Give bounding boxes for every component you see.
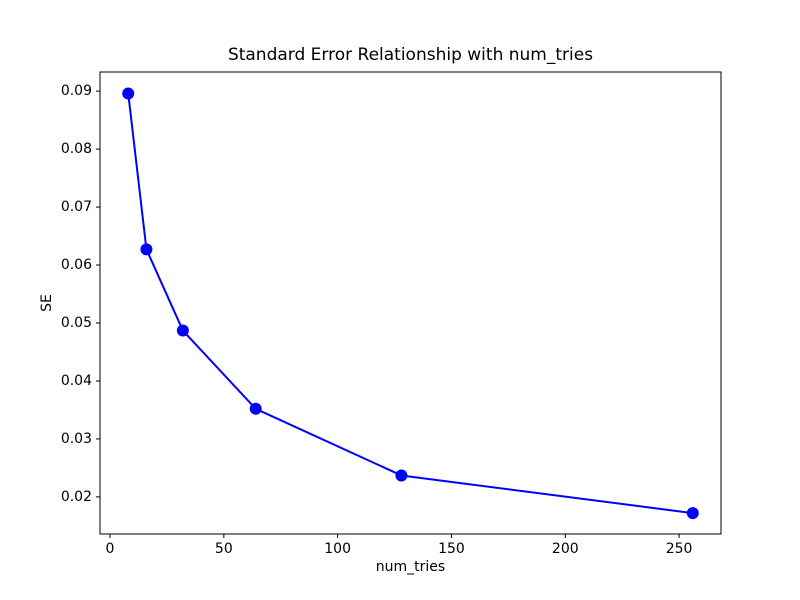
- y-tick-label: 0.03: [60, 430, 92, 447]
- y-axis-label: SE: [39, 294, 55, 312]
- x-tick-label: 250: [665, 541, 693, 557]
- data-point: [122, 87, 135, 100]
- data-point: [249, 402, 262, 415]
- y-tick-label: 0.08: [60, 141, 92, 158]
- x-axis-label: num_tries: [375, 559, 446, 575]
- data-point: [686, 507, 699, 520]
- axes-spines: [99, 71, 722, 535]
- y-tick-label: 0.04: [60, 372, 92, 389]
- x-tick-label: 150: [438, 541, 465, 557]
- data-point: [176, 324, 189, 337]
- data-point: [140, 243, 153, 256]
- x-tick-label: 100: [324, 541, 351, 557]
- y-tick-label: 0.06: [60, 257, 92, 274]
- x-tick-label: 0: [105, 541, 115, 557]
- y-tick-label: 0.02: [60, 488, 92, 505]
- data-point: [395, 469, 408, 482]
- x-tick-label: 50: [214, 541, 233, 557]
- data-line: [127, 93, 693, 515]
- y-tick-label: 0.07: [60, 199, 92, 216]
- chart-title: Standard Error Relationship with num_tri…: [227, 45, 594, 65]
- y-tick-label: 0.09: [60, 83, 92, 100]
- y-tick-label: 0.05: [60, 314, 92, 331]
- x-tick-label: 200: [551, 541, 579, 557]
